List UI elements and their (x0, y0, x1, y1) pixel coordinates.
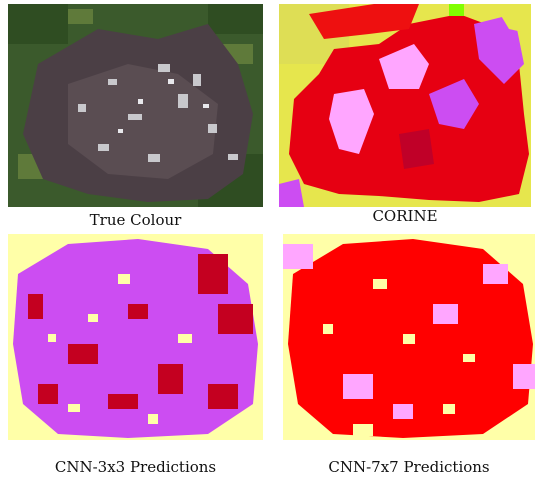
corine-caption: CORINE (372, 207, 438, 225)
cnn-3x3-caption: CNN-3x3 Predictions (54, 458, 217, 476)
cnn-3x3-prediction-image (8, 234, 263, 440)
cnn-7x7-caption: CNN-7x7 Predictions (328, 458, 490, 476)
cnn-7x7-prediction-image (283, 234, 535, 440)
true-colour-caption: True Colour (89, 211, 182, 229)
true-colour-image (8, 4, 263, 207)
corine-map-image (279, 4, 531, 207)
